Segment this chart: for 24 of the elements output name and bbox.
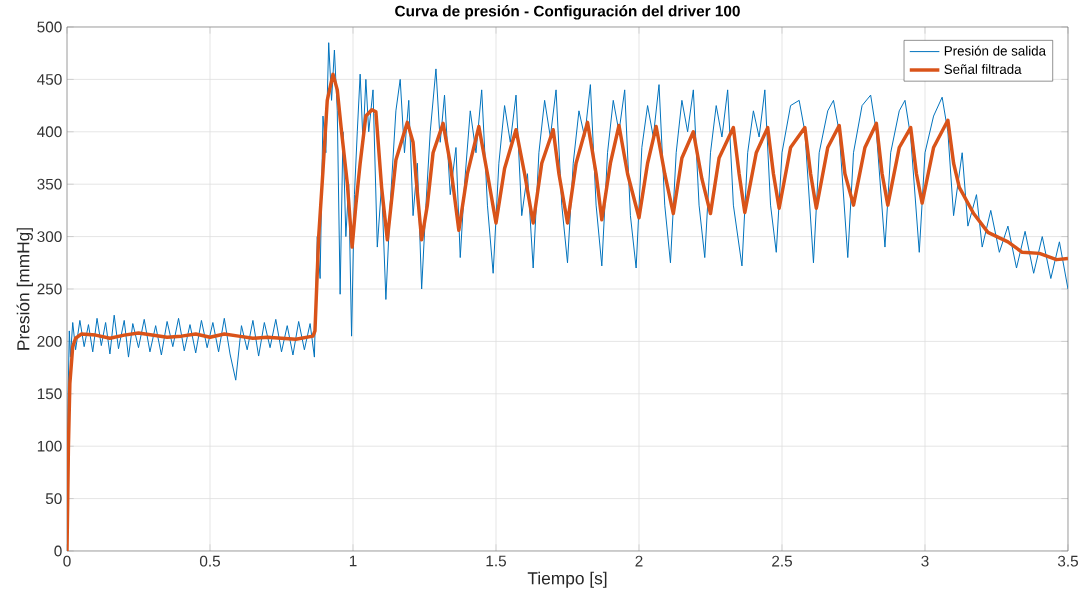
x-tick-label: 1 [349, 555, 357, 567]
y-tick-label: 0 [54, 545, 62, 557]
y-tick-label: 250 [37, 283, 62, 295]
x-tick-label: 0 [63, 555, 71, 567]
y-tick-label: 450 [37, 73, 62, 85]
x-tick-label: 2 [635, 555, 643, 567]
x-tick-label: 3.5 [1057, 555, 1079, 567]
chart-title: Curva de presión - Configuración del driver 100 [395, 5, 740, 20]
legend-label: Presión de salida [944, 45, 1047, 56]
x-tick-label: 0.5 [199, 555, 221, 567]
y-tick-label: 300 [37, 231, 62, 243]
legend-label: Señal filtrada [944, 64, 1022, 74]
y-tick-label: 200 [37, 335, 62, 347]
y-tick-label: 350 [37, 178, 62, 190]
y-tick-label: 50 [45, 493, 62, 505]
y-tick-label: 100 [37, 440, 62, 452]
x-axis-title: Tiempo [s] [527, 571, 607, 588]
x-tick-label: 2.5 [772, 555, 793, 567]
x-tick-label: 1.5 [486, 555, 507, 567]
y-tick-label: 400 [37, 126, 62, 138]
x-tick-label: 3 [921, 555, 929, 567]
y-axis-title: Presión [mmHg] [16, 228, 33, 350]
y-tick-label: 150 [37, 388, 62, 400]
y-tick-label: 500 [37, 21, 62, 33]
